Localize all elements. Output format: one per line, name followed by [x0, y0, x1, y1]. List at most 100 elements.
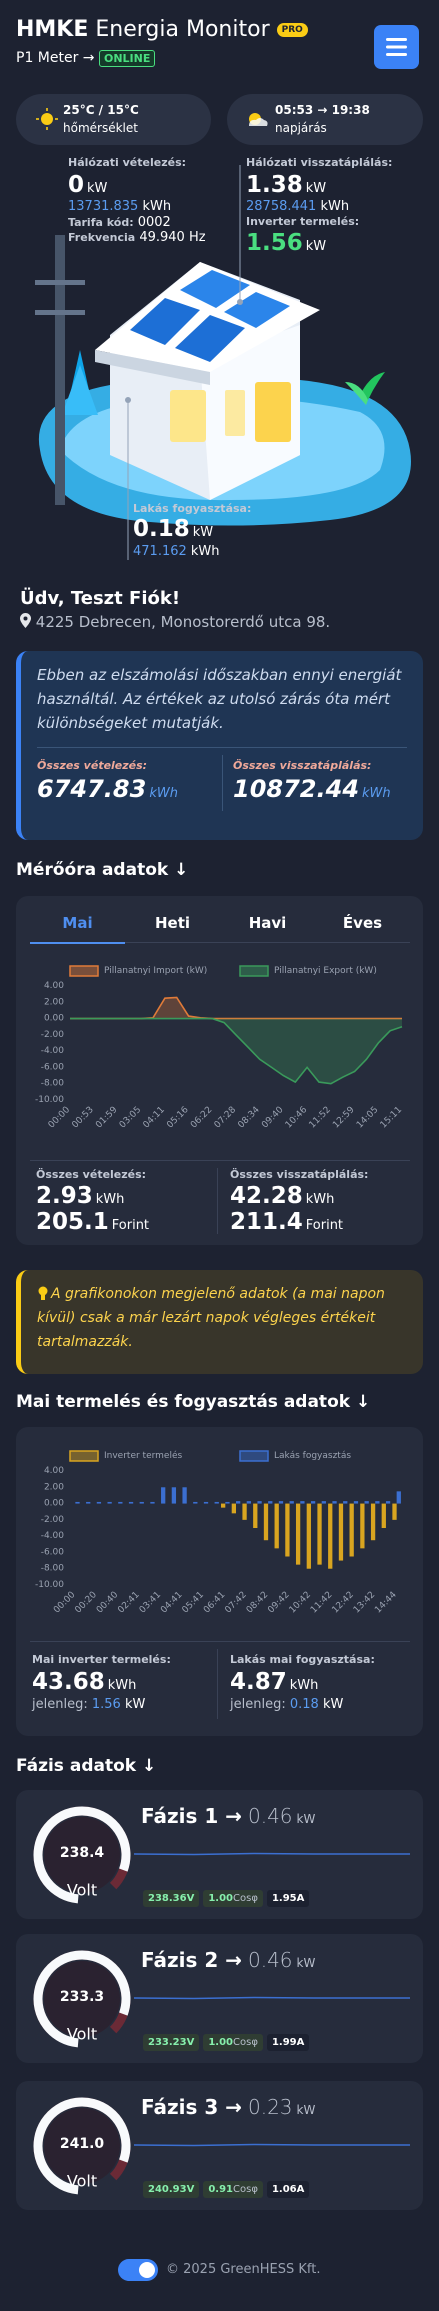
- value: 0002: [137, 215, 171, 230]
- bar: [225, 1501, 230, 1504]
- bar: [150, 1501, 155, 1504]
- x-tick-label: 11:52: [308, 1105, 333, 1130]
- menu-icon: [386, 38, 407, 56]
- x-tick-label: 08:34: [236, 1105, 262, 1131]
- export-label: Összes visszatáplálás:: [233, 759, 372, 772]
- voltage: 241.0: [60, 2136, 105, 2152]
- tab[interactable]: Heti: [154, 914, 191, 932]
- meter-chart: Pillanatnyi Import (kW) Pillanatnyi Expor…: [35, 965, 404, 1131]
- bar: [392, 1503, 397, 1520]
- value: 1.38: [246, 172, 303, 198]
- y-tick-label: -10.00: [35, 1580, 64, 1590]
- cos-label: Cosφ: [233, 2184, 258, 2195]
- bar: [236, 1501, 241, 1504]
- phase-title: Fázis 1 → 0.46 kW: [141, 1804, 315, 1828]
- inverter-now: 1.56 kW: [246, 230, 326, 256]
- gauge: 233.3 Volt: [33, 1950, 131, 2048]
- y-tick-label: -2.00: [41, 1515, 65, 1525]
- voltage: 233.3: [60, 1989, 104, 2005]
- toggle-knob: [139, 2262, 155, 2278]
- value: 4.87: [230, 1669, 287, 1695]
- voltage-chip: 240.93V: [143, 2181, 200, 2198]
- x-tick-label: 03:41: [138, 1590, 163, 1615]
- chips: 240.93V 0.91Cosφ 1.06A: [143, 2177, 313, 2198]
- bar: [381, 1503, 386, 1528]
- line: [70, 996, 402, 1020]
- unit: kW: [124, 1697, 146, 1712]
- export-kwh: 42.28 kWh: [230, 1183, 334, 1209]
- tab[interactable]: Mai: [30, 904, 125, 944]
- x-tick-label: 06:22: [189, 1105, 214, 1130]
- meter-card: Mai Heti Havi Éves Pillanatnyi Import (kW) P…: [16, 896, 423, 1245]
- address: 4225 Debrecen, Monostorerdő utca 98.: [20, 613, 330, 631]
- tab[interactable]: Havi: [248, 914, 287, 932]
- x-tick-label: 14:44: [373, 1590, 399, 1616]
- legend-label: Lakás fogyasztás: [274, 1451, 351, 1461]
- unit: Hz: [188, 230, 206, 245]
- title-rest: Energia Monitor: [95, 17, 270, 42]
- x-tick-label: 09:40: [260, 1105, 286, 1131]
- phase-title: Fázis 2 → 0.46 kW: [141, 1948, 315, 1972]
- x-tick-label: 11:42: [309, 1590, 334, 1615]
- value: 0.18: [289, 1697, 319, 1712]
- amp-chip: 1.95A: [266, 1890, 310, 1907]
- bar: [343, 1501, 348, 1504]
- bar: [242, 1503, 247, 1520]
- bar: [118, 1501, 123, 1504]
- production-card: Inverter termelés Lakás fogyasztás 4.00 2.0…: [16, 1427, 423, 1736]
- value: 471.162: [133, 544, 187, 559]
- theme-toggle[interactable]: [118, 2259, 158, 2281]
- value: 1.56: [91, 1697, 121, 1712]
- production-chart: Inverter termelés Lakás fogyasztás 4.00 2.0…: [35, 1450, 401, 1616]
- bulb-icon: [38, 1286, 48, 1300]
- x-tick-label: 04:41: [159, 1590, 184, 1615]
- phase-name: Fázis 1 →: [141, 1804, 242, 1828]
- bar: [338, 1503, 344, 1561]
- x-tick-label: 09:42: [266, 1590, 291, 1615]
- phase-power: 0.46: [248, 1948, 293, 1972]
- x-tick-label: 00:00: [47, 1105, 73, 1131]
- gauge-face: [44, 1961, 120, 2037]
- voltage-chip: 238.36V: [143, 1890, 200, 1907]
- unit: kWh: [149, 786, 178, 801]
- y-tick-label: 2.00: [44, 997, 64, 1007]
- y-tick-label: -6.00: [41, 1547, 65, 1557]
- section-title: Mai termelés és fogyasztás adatok ↓: [16, 1392, 371, 1412]
- value: 49.940: [139, 230, 185, 245]
- y-tick-label: 0.00: [44, 1499, 64, 1509]
- menu-button[interactable]: [374, 25, 419, 69]
- temp-label: hőmérséklet: [63, 121, 138, 135]
- tariff: Tarifa kód: 0002: [68, 215, 171, 230]
- home-label: Lakás fogyasztása:: [133, 502, 252, 515]
- note-card: A grafikonokon megjelenő adatok (a mai n…: [16, 1270, 423, 1374]
- import-label: Összes vételezés:: [36, 1168, 147, 1181]
- bar: [75, 1501, 80, 1504]
- bar: [268, 1501, 273, 1504]
- label: Tarifa kód:: [68, 216, 134, 229]
- bar: [285, 1503, 290, 1557]
- section-title: Mérőóra adatok ↓: [16, 860, 189, 880]
- export-value: 10872.44 kWh: [233, 775, 391, 803]
- unit: kWh: [320, 199, 350, 214]
- import-total: 13731.835 kWh: [68, 199, 171, 214]
- bar: [274, 1503, 279, 1549]
- bar: [300, 1501, 305, 1504]
- note-text: A grafikonokon megjelenő adatok (a mai n…: [37, 1286, 385, 1350]
- temp-value: 25°C / 15°C: [63, 103, 139, 117]
- greeting: Üdv, Teszt Fiók!: [20, 588, 181, 609]
- unit: kWh: [305, 1192, 335, 1207]
- phase-unit: kW: [296, 1812, 316, 1826]
- bar: [203, 1501, 209, 1504]
- value: 0.18: [133, 516, 190, 542]
- value: 1.56: [246, 230, 303, 256]
- temp-pill: 25°C / 15°C hőmérséklet: [16, 94, 211, 145]
- divider: [217, 1168, 218, 1234]
- bar: [86, 1501, 91, 1504]
- tab[interactable]: Éves: [342, 914, 383, 932]
- cos-value: 0.91: [208, 2184, 234, 2195]
- divider: [217, 1649, 218, 1719]
- cos-chip: 0.91Cosφ: [203, 2181, 263, 2198]
- value: 0: [68, 172, 85, 198]
- x-tick-label: 03:05: [118, 1105, 143, 1130]
- amp-chip: 1.06A: [266, 2181, 310, 2198]
